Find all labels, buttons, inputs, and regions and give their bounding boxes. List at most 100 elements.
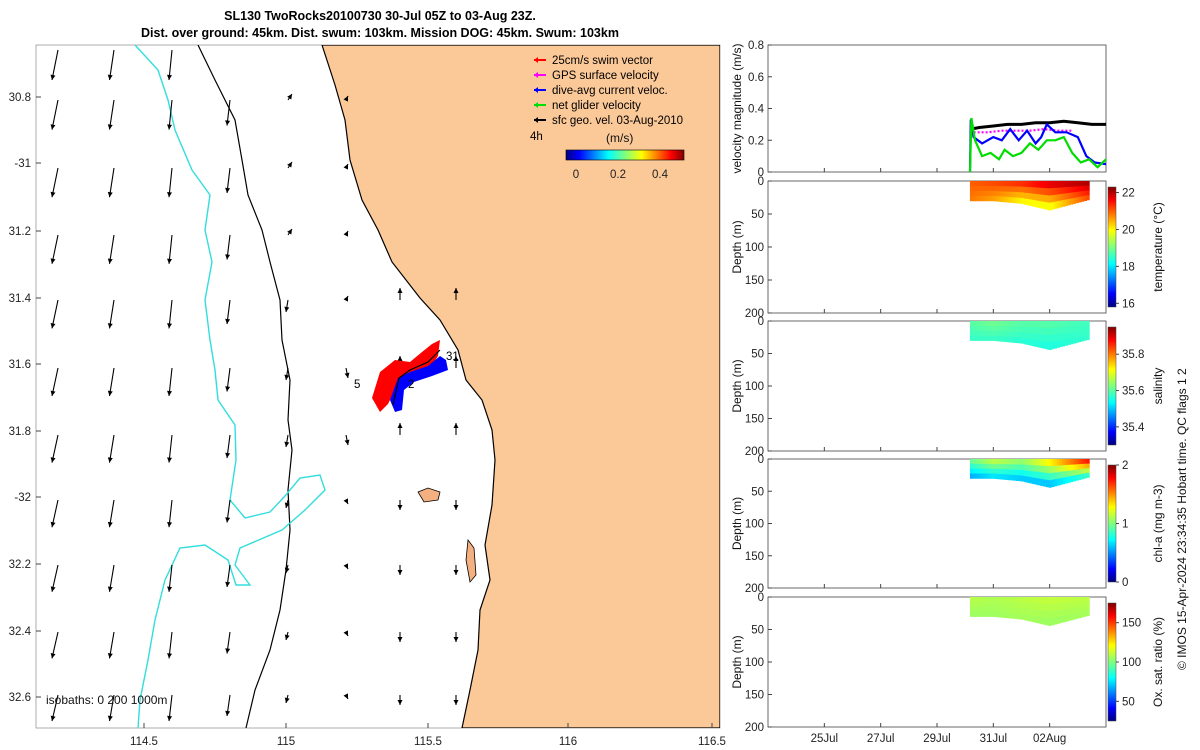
profile-cell: [1018, 186, 1023, 193]
timeseries-panels: 0 0.2 0.4 0.6 0.8 velocity magnitude (m/s) 0 50…: [730, 40, 1165, 745]
profile-cell: [1075, 597, 1079, 603]
current-arrow: [50, 434, 59, 463]
profile-cell: [999, 186, 1004, 192]
profile-cell: [991, 335, 995, 341]
time-x-tick-label: 27Jul: [867, 733, 895, 745]
profile-cell: [972, 335, 976, 341]
profile-cell: [991, 611, 995, 617]
profile-cell: [983, 601, 987, 608]
profile-cell: [1021, 597, 1025, 603]
map-y-tick-label: 31.8: [9, 426, 31, 438]
profile-cell: [1010, 607, 1014, 614]
profile-cell: [1029, 609, 1033, 616]
profile-cell: [1024, 608, 1028, 615]
profile-cell: [1064, 597, 1069, 604]
profile-cell: [1010, 459, 1014, 465]
time-x-tick-label: 25Jul: [811, 733, 839, 745]
profile-cell: [1037, 610, 1041, 618]
profile-cell: [1015, 326, 1020, 333]
profile-cell: [969, 611, 974, 617]
profile-cell: [1021, 186, 1025, 193]
profile-cell: [1056, 340, 1060, 348]
profile-cell: [1032, 477, 1036, 485]
profile-cell: [1021, 321, 1025, 327]
y-tick-label: 50: [751, 625, 764, 637]
map-panel: 31 5 2 114.5 115 115.5 116 116.5 30.8 -31 31.2…: [9, 44, 726, 748]
profile-cell: [1045, 342, 1050, 350]
profile-cell: [1040, 610, 1044, 618]
current-arrow: [107, 234, 115, 264]
profile-cell: [1053, 617, 1058, 625]
y-tick-label: 200: [745, 583, 764, 595]
y-tick-label: 100: [745, 519, 764, 531]
profile-cell: [1056, 603, 1060, 611]
profile-cell: [1037, 603, 1041, 611]
profile-cell: [1080, 473, 1085, 480]
current-arrow: [343, 95, 349, 102]
profile-cell: [1070, 470, 1074, 477]
profile-cell: [1072, 332, 1077, 338]
profile-cell: [1051, 465, 1055, 474]
profile-cell: [1045, 465, 1050, 474]
profile-cell: [1026, 608, 1031, 616]
profile-cell: [988, 321, 993, 327]
current-arrow: [225, 234, 231, 260]
current-arrow: [167, 299, 173, 329]
profile-cell: [1032, 465, 1036, 472]
profile-cell: [1018, 181, 1023, 187]
current-arrow: [107, 564, 115, 592]
profile-cell: [1007, 181, 1012, 187]
profile-cell: [1007, 336, 1012, 343]
profile-cell: [1024, 321, 1028, 328]
profile-cell: [1078, 181, 1082, 187]
profile-cell: [978, 195, 982, 202]
profile-cell: [1062, 609, 1066, 617]
current-arrow: [50, 499, 59, 528]
profile-cell: [1040, 321, 1044, 329]
profile-cell: [1005, 321, 1009, 327]
profile-cell: [1080, 606, 1085, 613]
profile-cell: [1002, 597, 1006, 603]
profile-cell: [1013, 464, 1017, 471]
profile-cell: [986, 321, 990, 327]
current-arrow: [343, 295, 349, 302]
profile-cell: [1067, 181, 1071, 188]
profile-cell: [1064, 339, 1069, 346]
profile-cell: [988, 463, 993, 470]
profile-cell: [994, 597, 998, 603]
current-arrow: [107, 49, 115, 81]
profile-cell: [1024, 186, 1028, 194]
speed-colorbar: [565, 149, 685, 161]
profile-cell: [1024, 198, 1028, 205]
profile-cell: [1045, 597, 1050, 605]
profile-cell: [1045, 472, 1050, 481]
current-arrow: [167, 564, 173, 592]
profile-cell: [1053, 465, 1058, 473]
profile-cell: [1051, 597, 1055, 605]
profile-cell: [1056, 616, 1060, 624]
profile-cell: [1026, 470, 1031, 477]
profile-cell: [1040, 603, 1044, 611]
profile-cell: [991, 606, 995, 613]
profile-cell: [986, 181, 990, 187]
map-y-tick-label: 32.2: [9, 559, 31, 571]
profile-cell: [1032, 321, 1036, 328]
profile-cell: [975, 181, 979, 187]
profile-cell: [1083, 335, 1087, 341]
profile-cell: [1053, 479, 1058, 487]
profile-cell: [1026, 332, 1031, 340]
profile-cell: [1021, 459, 1025, 465]
profile-cell: [1013, 613, 1017, 619]
profile-cell: [1021, 613, 1025, 620]
profile-cell: [1018, 321, 1023, 327]
profile-cell: [1048, 604, 1052, 612]
profile-cell: [972, 459, 976, 465]
profile-cell: [1005, 607, 1009, 613]
profile-cell: [975, 330, 979, 337]
profile-cell: [1075, 337, 1079, 343]
profile-cell: [972, 611, 976, 617]
profile-cell: [1075, 181, 1079, 187]
profile-cell: [1080, 335, 1085, 342]
profile-cell: [1029, 193, 1033, 200]
profile-cell: [1002, 459, 1006, 465]
